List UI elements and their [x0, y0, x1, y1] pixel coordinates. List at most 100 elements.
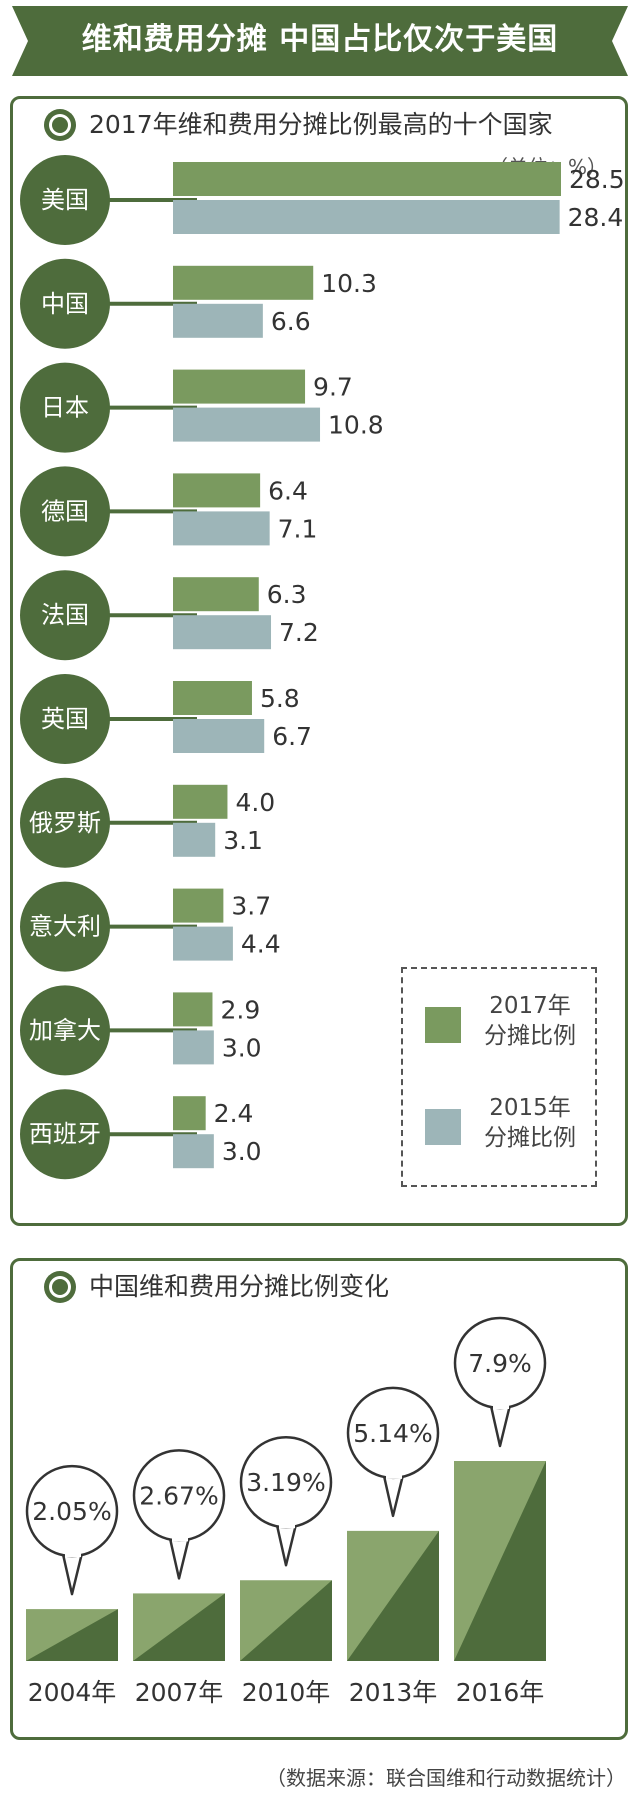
data-label: 10.8 — [328, 411, 384, 440]
data-label: 9.7 — [313, 373, 353, 402]
header-banner — [12, 6, 628, 76]
circle-bullet-icon — [44, 109, 76, 141]
country-badge — [20, 466, 110, 557]
data-label: 3.19% — [246, 1468, 325, 1497]
country-badge — [20, 570, 110, 661]
bar-2017 — [173, 162, 561, 196]
category-label: 日本 — [41, 394, 89, 422]
data-label: 2.67% — [139, 1481, 218, 1510]
bar-2017 — [173, 369, 306, 404]
circle-bullet-icon — [44, 1271, 76, 1303]
category-label: 德国 — [41, 497, 89, 525]
legend-swatch-2015 — [425, 1109, 461, 1145]
data-label: 7.9% — [468, 1349, 532, 1378]
bar-2017 — [173, 784, 228, 819]
bar-2017 — [173, 473, 261, 508]
bar-shade — [454, 1461, 546, 1661]
bubble-tail — [168, 1537, 191, 1580]
bar-2017 — [173, 265, 314, 300]
legend-item-2015: 2015年 分摊比例 — [425, 1093, 595, 1157]
data-label: 6.3 — [267, 580, 307, 609]
data-label: 6.6 — [271, 307, 311, 336]
category-label: 英国 — [41, 705, 89, 733]
panel-title: 2017年维和费用分摊比例最高的十个国家 — [43, 107, 553, 143]
category-label: 2010年 — [242, 1678, 331, 1707]
bar-2015 — [173, 511, 270, 546]
bubble-tail — [382, 1474, 405, 1518]
country-badge — [20, 777, 110, 868]
bar-2015 — [173, 1134, 214, 1169]
category-label: 2007年 — [135, 1678, 224, 1707]
bar-2015 — [173, 822, 216, 857]
data-label: 7.1 — [278, 514, 318, 543]
bar-2015 — [173, 303, 263, 338]
data-label: 2.4 — [214, 1099, 254, 1128]
data-label: 3.7 — [231, 892, 271, 921]
bar-2017 — [173, 681, 252, 715]
page-title: 维和费用分摊 中国占比仅次于美国 — [81, 22, 559, 57]
data-label: 10.3 — [321, 269, 377, 298]
china-trend-panel: 中国维和费用分摊比例变化 2.05% 2004年 2.67% 2007年 3.19% 20… — [10, 1258, 628, 1740]
panel-title-text: 中国维和费用分摊比例变化 — [89, 1272, 390, 1301]
bar-2017 — [173, 577, 259, 612]
data-label: 4.4 — [241, 930, 281, 959]
data-label: 6.7 — [272, 722, 312, 751]
data-label: 6.4 — [268, 476, 308, 505]
country-badge — [20, 881, 110, 972]
bubble-joint — [493, 1399, 509, 1409]
country-badge — [20, 362, 110, 453]
panel-title-text: 2017年维和费用分摊比例最高的十个国家 — [89, 110, 553, 139]
data-label: 3.0 — [222, 1033, 262, 1062]
data-label: 5.14% — [353, 1419, 432, 1448]
country-bar-chart: 28.5 28.4 美国 10.3 6.6 中国 9.7 10.8 日本 6.4 7.1 德国 6.3 7… — [20, 155, 625, 1180]
bubble-joint — [386, 1468, 402, 1479]
top-countries-panel: 2017年维和费用分摊比例最高的十个国家 （单位：%） 28.528.4美国10… — [10, 96, 628, 1226]
category-label: 法国 — [41, 601, 89, 629]
bar-2015 — [173, 200, 560, 234]
category-label: 意大利 — [29, 913, 101, 941]
country-badge — [20, 985, 110, 1076]
bubble-tail — [275, 1523, 298, 1567]
china-share-bar-chart: 2.05% 2004年 2.67% 2007年 3.19% 2010年 5.14% 2013年… — [25, 1316, 547, 1707]
legend-swatch-2017 — [425, 1007, 461, 1043]
country-badge — [20, 155, 110, 245]
category-label: 2013年 — [349, 1678, 438, 1707]
legend-label-line2: 分摊比例 — [484, 1125, 576, 1151]
bar-2017 — [173, 888, 224, 923]
bubble-tail — [61, 1552, 84, 1596]
category-label: 中国 — [41, 290, 89, 318]
source-note: （数据来源：联合国维和行动数据统计） — [266, 1766, 626, 1790]
legend: 2017年 分摊比例 2015年 分摊比例 — [401, 967, 597, 1187]
bar-2015 — [173, 719, 265, 753]
bar-2015 — [173, 615, 272, 650]
data-label: 2.05% — [32, 1497, 111, 1526]
category-label: 美国 — [41, 186, 89, 214]
legend-label-line2: 分摊比例 — [484, 1023, 576, 1049]
legend-item-2017: 2017年 分摊比例 — [425, 991, 595, 1055]
category-label: 西班牙 — [29, 1120, 101, 1148]
category-label: 加拿大 — [29, 1016, 101, 1044]
country-badge — [20, 1089, 110, 1180]
country-badge — [20, 674, 110, 764]
bar-shade — [240, 1580, 332, 1661]
bar-2017 — [173, 992, 213, 1027]
bar-shade — [133, 1593, 225, 1661]
data-label: 3.0 — [222, 1137, 262, 1166]
category-label: 2016年 — [456, 1678, 545, 1707]
bar-2015 — [173, 407, 321, 442]
data-label: 5.8 — [260, 684, 300, 713]
bar-2015 — [173, 926, 233, 961]
data-label: 28.5 — [569, 165, 625, 194]
bar-2017 — [173, 1096, 206, 1131]
data-label: 3.1 — [223, 826, 263, 855]
category-label: 2004年 — [28, 1678, 117, 1707]
bubble-joint — [65, 1547, 81, 1558]
category-label: 俄罗斯 — [29, 809, 101, 837]
country-badge — [20, 258, 110, 349]
legend-label-line1: 2015年 — [489, 1095, 571, 1121]
bubble-joint — [279, 1518, 295, 1529]
legend-label-line1: 2017年 — [489, 993, 571, 1019]
bubble-joint — [172, 1531, 188, 1542]
data-label: 28.4 — [568, 203, 624, 232]
data-label: 2.9 — [220, 995, 260, 1024]
